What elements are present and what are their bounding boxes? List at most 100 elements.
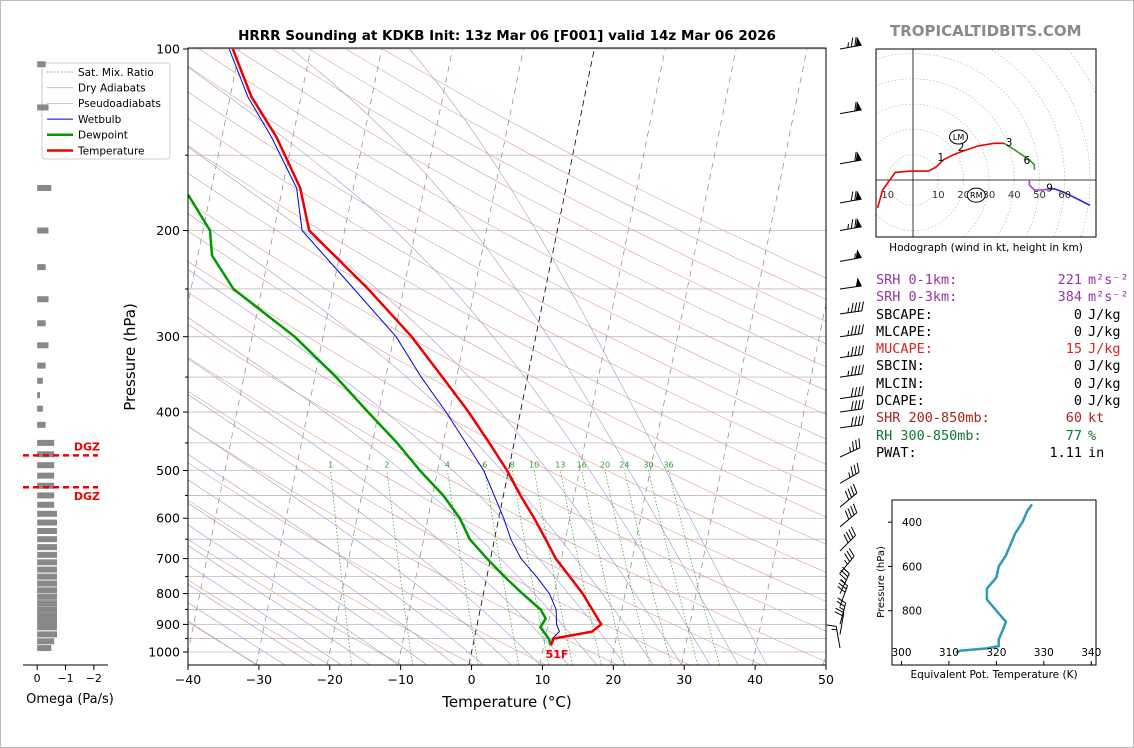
wind-barb bbox=[839, 462, 860, 484]
omega-bar bbox=[37, 264, 46, 271]
legend-label: Sat. Mix. Ratio bbox=[78, 67, 154, 79]
barb-shaft bbox=[839, 555, 855, 574]
hodo-trace bbox=[876, 142, 1005, 209]
param-unit: J/kg bbox=[1088, 306, 1121, 323]
omega-bar bbox=[37, 606, 57, 613]
param-label: MLCAPE: bbox=[876, 323, 933, 340]
pseudoadiabat bbox=[188, 269, 626, 665]
barb-full bbox=[857, 415, 861, 426]
x-tick-label: −30 bbox=[246, 672, 272, 687]
wind-barb bbox=[839, 218, 862, 232]
omega-bar bbox=[37, 472, 55, 479]
param-value: 0 bbox=[1073, 306, 1082, 323]
barb-shaft bbox=[839, 612, 845, 635]
barb-half bbox=[854, 253, 856, 259]
hodograph-frame bbox=[875, 48, 1097, 238]
theta-e-xlabel: Equivalent Pot. Temperature (K) bbox=[910, 669, 1077, 681]
omega-bar bbox=[37, 631, 57, 638]
barb-full bbox=[854, 218, 857, 228]
barb-full bbox=[857, 324, 861, 335]
barb-full bbox=[861, 399, 864, 410]
pseudoadiabat bbox=[188, 583, 314, 665]
omega-xlabel: Omega (Pa/s) bbox=[26, 692, 114, 707]
barb-full bbox=[842, 566, 850, 574]
barb-full bbox=[861, 345, 864, 355]
theta-x-tick-label: 320 bbox=[986, 647, 1006, 659]
barb-full bbox=[847, 508, 852, 518]
wind-barb bbox=[839, 399, 864, 413]
wind-barb bbox=[839, 301, 864, 315]
wind-barb bbox=[839, 438, 861, 458]
surface-temp-label: 51F bbox=[546, 648, 569, 661]
wind-barb bbox=[839, 503, 858, 528]
barb-flag bbox=[855, 190, 862, 201]
theta-e-line bbox=[955, 503, 1034, 654]
mixing-ratio-line bbox=[484, 470, 520, 665]
hodo-trace bbox=[1003, 142, 1036, 170]
dry-adiabat bbox=[272, 48, 826, 345]
theta-x-tick-label: 310 bbox=[939, 647, 959, 659]
mixing-ratio-line bbox=[447, 470, 479, 665]
barb-shaft bbox=[839, 535, 856, 552]
barb-half bbox=[847, 42, 849, 48]
dgz-label: DGZ bbox=[74, 440, 100, 453]
param-value: 60 bbox=[1065, 410, 1082, 427]
barb-shaft bbox=[839, 354, 862, 359]
param-row: MUCAPE: 15 J/kg bbox=[876, 341, 1129, 358]
mixing-ratio-label: 10 bbox=[529, 460, 539, 469]
omega-bar bbox=[37, 104, 49, 111]
barb-full bbox=[839, 579, 848, 587]
omega-bar bbox=[37, 482, 55, 489]
wind-barb bbox=[839, 364, 864, 378]
barb-shaft bbox=[839, 603, 847, 625]
barb-full bbox=[854, 365, 858, 376]
theta-y-tick-label: 400 bbox=[902, 517, 922, 529]
barb-shaft bbox=[839, 585, 848, 607]
barb-full bbox=[854, 302, 858, 312]
omega-bar bbox=[37, 593, 57, 600]
mixing-ratio-line bbox=[533, 470, 573, 665]
skewt-plot-frame bbox=[187, 47, 827, 666]
omega-bar bbox=[37, 462, 55, 469]
dry-adiabat bbox=[345, 48, 826, 300]
wind-barb bbox=[839, 101, 862, 115]
omega-bar bbox=[37, 551, 57, 558]
isotherm-line bbox=[397, 48, 524, 665]
barb-shaft bbox=[835, 626, 841, 649]
theta-x-tick-label: 340 bbox=[1081, 647, 1101, 659]
pseudoadiabat bbox=[188, 620, 257, 665]
y-tick-label: 500 bbox=[156, 463, 180, 478]
theta-e-ylabel: Pressure (hPa) bbox=[876, 546, 887, 618]
mixing-ratio-label: 1 bbox=[328, 460, 333, 469]
param-label: SBCAPE: bbox=[876, 306, 933, 323]
dry-adiabat bbox=[188, 539, 402, 665]
barb-full bbox=[834, 611, 844, 617]
skewt-xlabel: Temperature (°C) bbox=[441, 693, 571, 711]
omega-bar bbox=[37, 612, 57, 619]
param-label: MUCAPE: bbox=[876, 341, 933, 358]
wind-barb bbox=[826, 624, 841, 649]
storm-motion-marker bbox=[966, 187, 986, 203]
barb-flag bbox=[855, 36, 862, 47]
pseudoadiabat bbox=[188, 146, 682, 665]
dry-adiabat bbox=[188, 118, 826, 465]
mixing-ratio-label: 2 bbox=[384, 460, 389, 469]
omega-bar bbox=[37, 618, 57, 625]
barb-full bbox=[854, 346, 858, 356]
barb-full bbox=[852, 483, 858, 494]
barb-half bbox=[849, 446, 851, 453]
param-unit: J/kg bbox=[1088, 323, 1121, 340]
barb-flag bbox=[855, 277, 862, 287]
param-label: SRH 0-3km: bbox=[876, 289, 958, 306]
param-value: 1.11 bbox=[1049, 444, 1082, 461]
storm-motion-marker bbox=[949, 129, 969, 145]
barb-full bbox=[850, 505, 855, 516]
barb-full bbox=[850, 302, 854, 313]
omega-bar bbox=[37, 439, 55, 446]
isotherm-line bbox=[0, 49, 27, 665]
omega-bar bbox=[37, 559, 57, 566]
theta-y-tick-label: 800 bbox=[902, 606, 922, 618]
x-tick-label: 40 bbox=[747, 672, 763, 687]
pseudoadiabat bbox=[188, 602, 285, 665]
pseudoadiabat bbox=[188, 453, 484, 665]
